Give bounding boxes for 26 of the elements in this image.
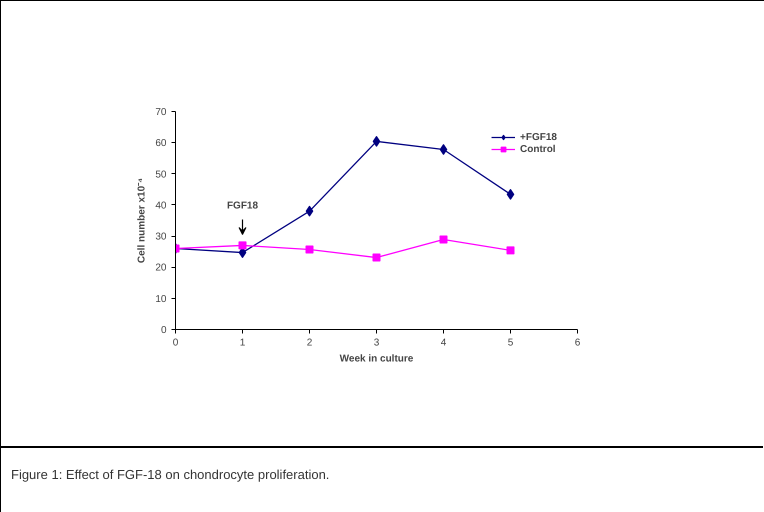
x-tick-label: 1 [240, 338, 246, 348]
legend-label: Control [520, 143, 556, 155]
x-tick-label: 3 [374, 338, 380, 348]
x-tick-label: 6 [574, 338, 581, 348]
point [306, 245, 314, 254]
point [238, 241, 246, 250]
x-tick-label: 2 [306, 338, 313, 348]
y-tick-label: 0 [160, 325, 167, 336]
y-axis-title: Cell number x10⁻⁴ [136, 178, 148, 264]
annotation: FGF18 [226, 200, 258, 212]
x-tick-label: 0 [172, 338, 179, 348]
y-tick-label: 40 [155, 200, 167, 212]
x-axis-title: Week in culture [340, 354, 414, 364]
y-tick-label: 30 [155, 232, 167, 243]
point [506, 246, 514, 254]
point [440, 235, 448, 244]
caption: Figure 1: Effect of FGF-18 on chondrocyte proliferation. [11, 466, 330, 484]
point [372, 254, 380, 262]
x-tick-label: 5 [508, 338, 514, 348]
legend-label: +FGF18 [520, 131, 557, 143]
y-tick-label: 10 [155, 294, 167, 305]
y-tick-label: 60 [155, 138, 167, 150]
x-tick-label: 4 [440, 338, 447, 348]
y-tick-label: 20 [155, 262, 167, 274]
y-tick-label: 70 [155, 107, 167, 118]
y-tick-label: 50 [155, 169, 167, 180]
